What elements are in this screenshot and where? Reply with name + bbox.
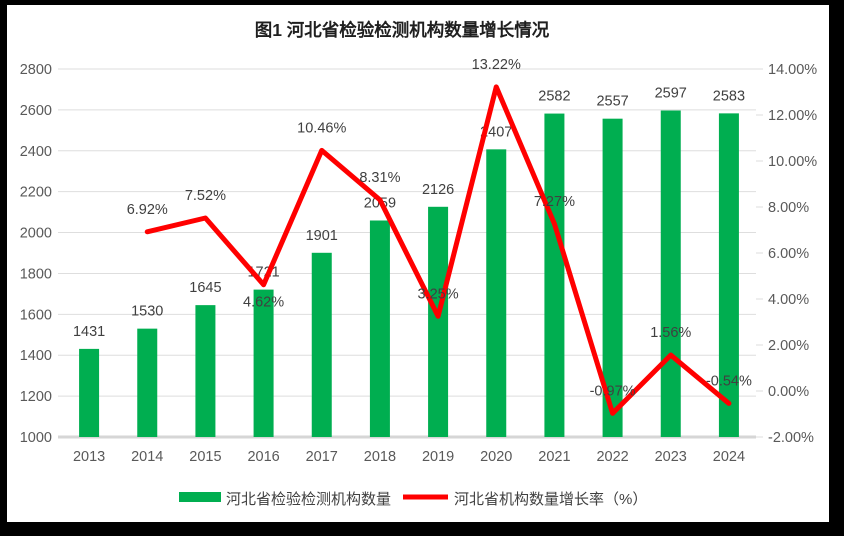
left-axis-tick: 1600 [20,307,52,323]
line-value-label: 3.25% [418,286,459,302]
left-axis-tick: 1200 [20,389,52,405]
x-axis-tick: 2015 [189,449,221,465]
bar [544,113,565,438]
axis-tick-labels: 1000 1200 1400 1600 1800 2000 2200 2400 2600 2800… [20,62,818,465]
line-value-label: 8.31% [359,170,400,186]
bar [718,113,739,437]
bar [369,220,390,437]
bar-value-label: 2597 [655,86,687,102]
right-axis-tick: 14.00% [768,62,817,78]
bar [311,252,332,437]
chart-title: 图1 河北省检验检测机构数量增长情况 [255,20,550,40]
right-axis-tick: 12.00% [768,108,817,124]
left-axis-tick: 2000 [20,226,52,242]
line-value-label: 7.52% [185,188,226,204]
line-value-label: -0.97% [590,383,636,399]
line-series [144,84,732,416]
bar-value-label: 2583 [713,88,745,104]
line-value-label: -0.54% [706,373,752,389]
bar-value-label: 2582 [538,89,570,105]
bar [253,289,274,437]
left-axis-tick: 1000 [20,430,52,446]
bar-value-label: 1901 [306,228,338,244]
x-axis-tick: 2023 [655,449,687,465]
bar-value-label: 2126 [422,182,454,198]
line-value-label: 13.22% [472,57,521,73]
x-axis-tick: 2014 [131,449,163,465]
bar [195,305,216,437]
bar [137,328,158,437]
x-axis-tick: 2020 [480,449,512,465]
left-axis-tick: 2400 [20,144,52,160]
x-axis-tick: 2024 [713,449,745,465]
line-value-label: 6.92% [127,202,168,218]
x-axis-tick: 2017 [306,449,338,465]
right-axis-tick: 6.00% [768,246,809,262]
x-axis-tick: 2013 [73,449,105,465]
line-value-label: 10.46% [297,120,346,136]
left-axis-tick: 1400 [20,348,52,364]
left-axis-tick: 2600 [20,103,52,119]
x-axis-tick: 2016 [247,449,279,465]
right-axis-tick: 2.00% [768,338,809,354]
line-value-label: 4.62% [243,295,284,311]
bar-value-label: 1530 [131,304,163,320]
right-axis-tick: 8.00% [768,200,809,216]
left-axis-tick: 2200 [20,185,52,201]
bar [79,348,100,437]
left-axis-tick: 1800 [20,266,52,282]
chart-panel [7,5,829,522]
left-axis-tick: 2800 [20,62,52,78]
x-axis-tick: 2019 [422,449,454,465]
line-value-label: 1.56% [650,325,691,341]
line-data-labels: 6.92% 7.52% 4.62% 10.46% 8.31% 3.25% 13.22% 7.2… [127,57,752,399]
legend-bar-label: 河北省检验检测机构数量 [226,491,391,508]
right-axis-tick: -2.00% [768,430,814,446]
bar [486,149,507,437]
x-axis-tick: 2018 [364,449,396,465]
bar-series [79,110,739,438]
x-axis-tick: 2022 [596,449,628,465]
legend-bar-swatch-icon [179,492,221,502]
bar [428,206,449,437]
right-axis-tick: 4.00% [768,292,809,308]
growth-rate-line [144,84,732,416]
bar [660,110,681,437]
right-axis-tick: 0.00% [768,384,809,400]
x-axis-tick: 2021 [538,449,570,465]
bar-value-label: 1645 [189,280,221,296]
bar-value-label: 1431 [73,324,105,340]
bar-value-label: 2557 [596,94,628,110]
right-axis-tick: 10.00% [768,154,817,170]
legend-line-label: 河北省机构数量增长率（%） [454,491,647,508]
bar [602,118,623,438]
gridlines [58,68,763,439]
line-value-label: 7.27% [534,194,575,210]
legend: 河北省检验检测机构数量 河北省机构数量增长率（%） [179,491,647,508]
